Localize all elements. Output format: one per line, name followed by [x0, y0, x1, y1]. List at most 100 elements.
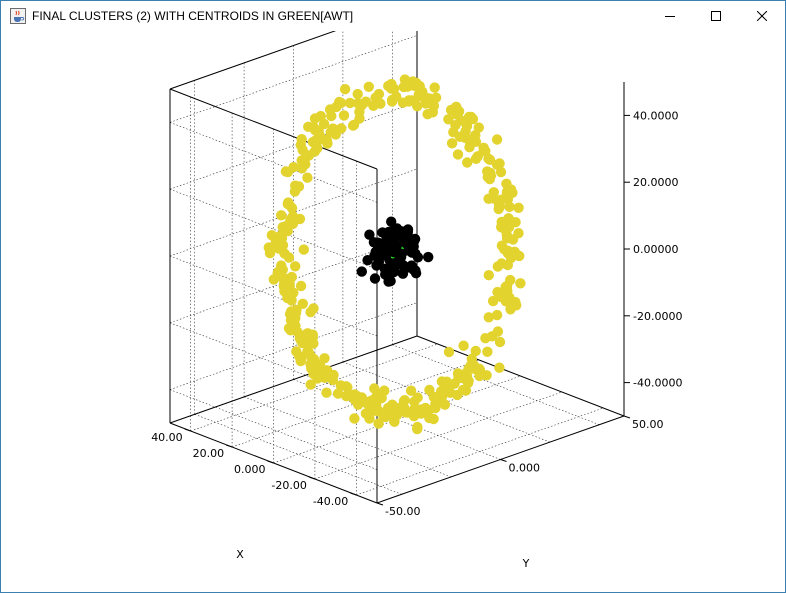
data-point — [400, 236, 412, 248]
data-point — [321, 387, 332, 398]
data-point — [481, 370, 492, 381]
close-button[interactable] — [739, 1, 785, 31]
data-point — [422, 109, 433, 120]
data-point — [372, 237, 384, 248]
x-tick-label: -20.00 — [271, 479, 306, 492]
data-point — [364, 229, 375, 240]
grid-line — [169, 35, 418, 123]
data-point — [305, 379, 316, 390]
data-point — [470, 345, 481, 357]
z-tick-label: 0.00000 — [633, 243, 679, 256]
minimize-button[interactable] — [647, 1, 693, 31]
data-point — [272, 241, 283, 252]
data-point — [415, 404, 427, 415]
data-point — [389, 416, 400, 427]
data-point — [505, 274, 516, 286]
grid-line — [169, 302, 418, 390]
data-point — [382, 409, 393, 420]
grid-line — [169, 255, 378, 337]
data-point — [493, 203, 504, 215]
data-point — [363, 397, 374, 408]
data-point — [297, 298, 308, 309]
data-point — [436, 392, 448, 403]
data-point — [494, 336, 506, 348]
data-point — [295, 280, 307, 292]
data-point — [303, 150, 315, 161]
data-point — [308, 121, 319, 133]
data-point — [279, 248, 290, 259]
x-tick — [184, 428, 191, 432]
data-point — [387, 399, 398, 410]
scatter-3d-plot[interactable]: -40.00 -20.00 0.000 20.00 40.00 -50.00 0.000 50… — [1, 31, 785, 592]
data-point — [407, 76, 419, 87]
data-point — [513, 228, 524, 239]
data-point — [291, 346, 302, 357]
z-tick-label: 40.0000 — [633, 109, 679, 122]
data-point — [409, 396, 420, 407]
data-point — [352, 98, 364, 109]
maximize-button[interactable] — [693, 1, 739, 31]
x-tick — [267, 460, 274, 464]
title-bar[interactable]: FINAL CLUSTERS (2) WITH CENTROIDS IN GRE… — [1, 1, 785, 31]
grid-line — [169, 101, 418, 190]
data-point — [363, 81, 374, 93]
data-point — [407, 408, 418, 419]
data-point — [412, 101, 423, 112]
data-point — [348, 393, 360, 404]
data-point — [354, 106, 365, 118]
data-point — [397, 97, 409, 108]
data-point — [428, 413, 439, 425]
data-point — [349, 413, 360, 424]
axis-edge — [169, 31, 337, 90]
z-tick-label: 20.0000 — [633, 176, 679, 189]
data-point — [470, 136, 482, 147]
data-point — [470, 153, 482, 164]
data-point — [263, 242, 274, 253]
data-point — [322, 138, 333, 149]
data-point — [302, 172, 313, 183]
data-point — [473, 122, 484, 133]
data-point — [319, 353, 330, 364]
data-point — [423, 97, 435, 109]
data-point — [330, 129, 341, 140]
data-point — [296, 134, 307, 145]
data-point — [482, 166, 493, 177]
data-point — [446, 138, 458, 149]
data-point — [308, 338, 319, 349]
data-point — [505, 184, 517, 195]
data-point — [342, 382, 353, 393]
data-point — [369, 273, 381, 284]
window-title: FINAL CLUSTERS (2) WITH CENTROIDS IN GRE… — [32, 9, 354, 23]
data-point — [352, 88, 363, 100]
data-point — [483, 270, 494, 281]
data-point — [391, 91, 402, 102]
data-point — [395, 402, 406, 413]
data-point — [283, 323, 295, 334]
data-point — [494, 158, 505, 169]
data-point — [290, 180, 301, 191]
data-point — [491, 134, 503, 145]
data-point — [496, 216, 507, 228]
close-icon — [757, 11, 767, 21]
data-point — [462, 157, 473, 168]
data-point — [282, 166, 294, 178]
data-point — [501, 233, 513, 244]
x-tick-label: 20.00 — [193, 447, 225, 460]
data-point — [412, 252, 424, 263]
data-point — [451, 109, 463, 120]
data-point — [283, 197, 294, 208]
data-point — [373, 254, 384, 265]
maximize-icon — [711, 11, 721, 21]
data-point — [494, 362, 505, 373]
data-point — [423, 251, 434, 263]
data-point — [406, 260, 417, 271]
data-point — [410, 268, 422, 279]
data-point — [452, 389, 463, 401]
axis-edge — [169, 88, 378, 170]
data-point — [397, 268, 409, 279]
data-point — [478, 145, 489, 156]
data-point — [278, 281, 290, 292]
data-point — [297, 337, 308, 349]
data-point — [510, 217, 521, 228]
y-tick-label: 50.00 — [632, 418, 664, 431]
